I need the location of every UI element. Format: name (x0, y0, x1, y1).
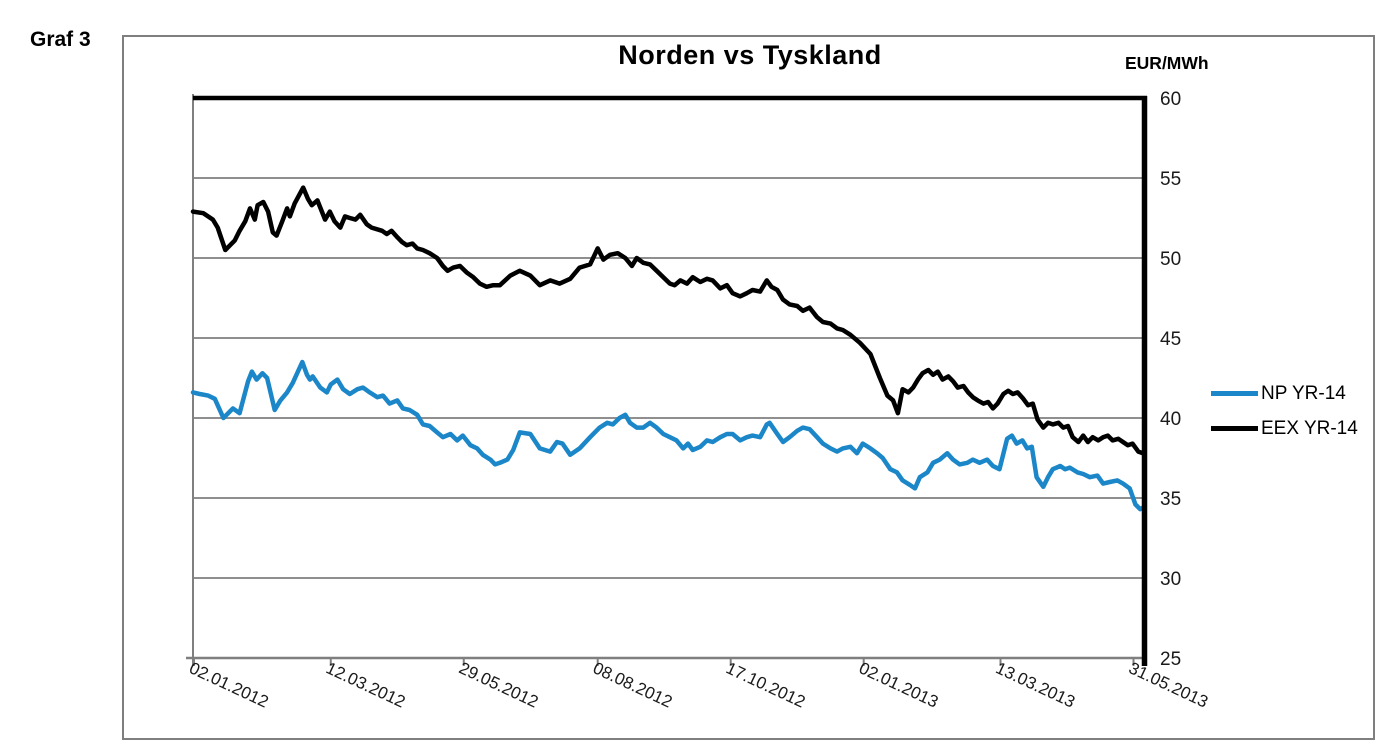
x-tick-label: 29.05.2012 (456, 658, 541, 711)
legend-item-np: NP YR-14 (1211, 376, 1358, 411)
legend-label-np: NP YR-14 (1261, 382, 1346, 404)
legend-label-eex: EEX YR-14 (1261, 417, 1358, 439)
legend-item-eex: EEX YR-14 (1211, 411, 1358, 446)
np-yr14-line (190, 359, 1146, 512)
eex-yr14-line (190, 185, 1146, 456)
x-tick-label: 12.03.2012 (323, 658, 408, 711)
chart-title: Norden vs Tyskland (618, 40, 882, 70)
eex-line-swatch (1211, 426, 1258, 431)
x-tick-label: 17.10.2012 (723, 658, 808, 711)
figure-label: Graf 3 (30, 28, 91, 51)
x-tick-label: 13.03.2013 (993, 658, 1078, 711)
y-tick-label: 35 (1160, 489, 1181, 510)
y-tick-label: 30 (1160, 569, 1181, 590)
legend: NP YR-14 EEX YR-14 (1211, 376, 1358, 446)
y-tick-label: 60 (1160, 89, 1181, 110)
chart-frame (122, 35, 1375, 740)
np-line-swatch (1211, 391, 1258, 396)
x-tick-label: 08.08.2012 (590, 658, 675, 711)
y-tick-label: 45 (1160, 329, 1181, 350)
x-tick-label: 02.01.2012 (186, 658, 271, 711)
y-tick-label: 55 (1160, 169, 1181, 190)
y-tick-label: 25 (1160, 649, 1181, 670)
y-tick-label: 40 (1160, 409, 1181, 430)
y-tick-label: 50 (1160, 249, 1181, 270)
y-axis-unit-label: EUR/MWh (1125, 53, 1209, 73)
x-tick-label: 02.01.2013 (856, 658, 941, 711)
